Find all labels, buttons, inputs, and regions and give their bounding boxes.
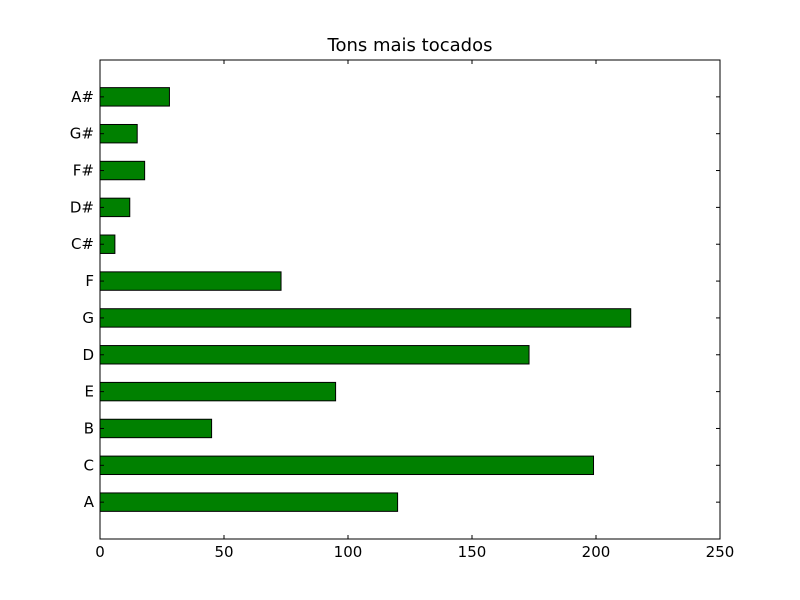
- y-tick-label: G#: [70, 125, 94, 143]
- y-tick-label: F#: [73, 162, 94, 180]
- y-tick-label: B: [84, 419, 94, 437]
- y-tick-label: A#: [71, 88, 94, 106]
- bar-f-sharp: [99, 160, 146, 181]
- x-tick-label: 0: [95, 543, 105, 561]
- plot-frame: [99, 59, 721, 540]
- x-tick-label: 200: [582, 543, 611, 561]
- x-tick-label: 50: [214, 543, 233, 561]
- bar-c: [99, 455, 595, 476]
- bar-d: [99, 345, 530, 365]
- bar-f: [99, 271, 282, 291]
- y-tick-label: C#: [71, 235, 94, 253]
- y-tick-label: G: [82, 309, 94, 327]
- x-tick-label: 150: [458, 543, 487, 561]
- bar-g-sharp: [99, 123, 138, 144]
- y-tick-label: C: [84, 456, 94, 474]
- y-tick-label: E: [85, 383, 94, 401]
- bar-e: [99, 381, 337, 402]
- x-tick-label: 250: [706, 543, 735, 561]
- bar-d-sharp: [99, 197, 131, 218]
- x-tick-label: 100: [334, 543, 363, 561]
- y-tick-label: D#: [70, 198, 94, 216]
- chart-title: Tons mais tocados: [327, 35, 493, 56]
- bar-a-sharp: [99, 87, 170, 107]
- bar-b: [99, 418, 213, 439]
- bar-g: [99, 308, 632, 328]
- y-tick-label: F: [85, 272, 94, 290]
- y-tick-label: A: [84, 493, 95, 511]
- y-tick-label: D: [82, 346, 94, 364]
- bar-a: [99, 492, 399, 512]
